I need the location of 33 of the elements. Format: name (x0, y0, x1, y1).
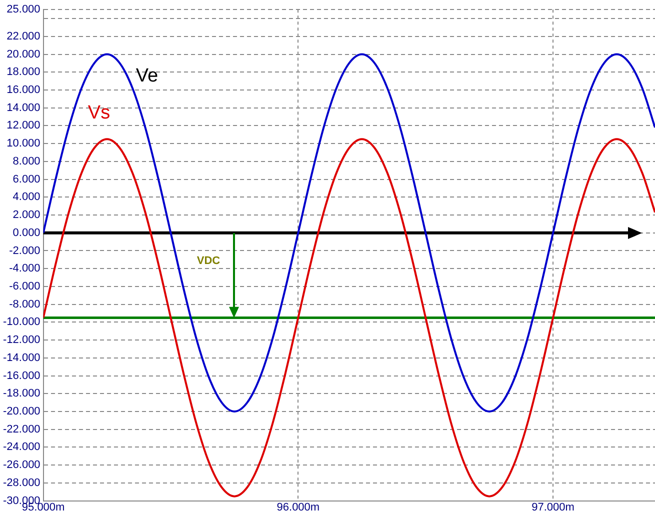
y-tick-label: 10.000 (6, 138, 40, 150)
y-tick-label: 4.000 (12, 191, 40, 204)
y-tick-label: 2.000 (12, 209, 40, 222)
y-tick-label: -14.000 (2, 352, 40, 364)
y-tick-label: -26.000 (2, 459, 40, 472)
series-label: Vs (88, 102, 110, 124)
y-tick-label: -20.000 (2, 406, 40, 418)
y-tick-label: 25.000 (6, 4, 40, 16)
y-tick-label: -28.000 (2, 476, 40, 489)
x-tick-label: 96.000m (276, 501, 320, 514)
y-tick-label: -22.000 (2, 423, 40, 436)
x-tick-label: 95.000m (22, 501, 65, 514)
y-tick-label: -4.000 (9, 262, 40, 275)
y-tick-label: -10.000 (2, 316, 40, 328)
y-tick-label: 16.000 (6, 84, 40, 96)
y-tick-label: -18.000 (2, 388, 40, 400)
y-tick-label: 0.000 (12, 226, 40, 239)
annotation: VDC (196, 254, 220, 267)
y-tick-label: -16.000 (2, 370, 40, 382)
y-tick-label: 18.000 (6, 66, 40, 78)
y-tick-label: -6.000 (9, 280, 40, 292)
y-tick-label: -24.000 (2, 441, 40, 454)
y-tick-label: 6.000 (12, 173, 40, 186)
y-tick-label: -8.000 (9, 298, 40, 310)
y-tick-label: 8.000 (12, 155, 40, 168)
y-tick-label: 14.000 (6, 102, 40, 114)
y-tick-label: -12.000 (2, 334, 40, 346)
y-tick-label: 12.000 (6, 120, 40, 132)
x-tick-label: 97.000m (532, 501, 574, 514)
y-tick-label: 20.000 (6, 48, 40, 60)
y-tick-label: -2.000 (9, 244, 40, 257)
y-tick-label: 22.000 (6, 30, 40, 42)
series-label: Ve (136, 65, 158, 86)
